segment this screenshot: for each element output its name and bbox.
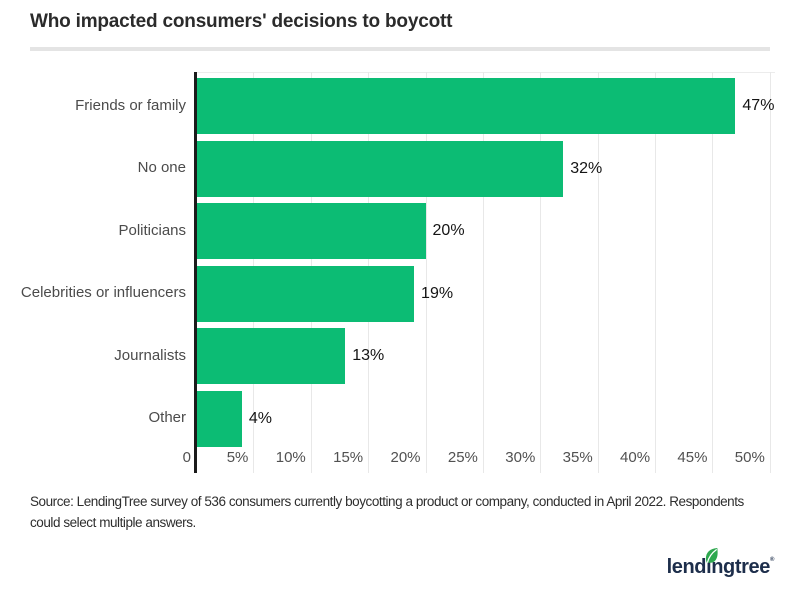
gridline xyxy=(712,72,714,473)
x-tick-label: 10% xyxy=(275,449,306,466)
y-axis-category-labels: Friends or family No one Politicians Celebr… xyxy=(0,72,186,447)
category-label: Celebrities or influencers xyxy=(20,284,186,302)
plot-top-border xyxy=(196,72,775,73)
source-note: Source: LendingTree survey of 536 consum… xyxy=(30,491,780,533)
x-tick-label: 25% xyxy=(447,449,478,466)
bar-value-label: 47% xyxy=(742,97,775,114)
x-tick-label: 0 xyxy=(182,449,191,466)
registered-trademark: ® xyxy=(769,557,774,563)
logo-wordmark: lendingtree® xyxy=(666,548,774,578)
logo-text: lendingtree xyxy=(666,556,771,578)
bar xyxy=(196,203,426,259)
category-label: No one xyxy=(137,159,186,177)
bar xyxy=(196,390,242,447)
x-axis-tick-labels: 0 5% 10% 15% 20% 25% 30% 35% 40% 45% 50% xyxy=(183,449,775,469)
gridline xyxy=(425,72,427,473)
lendingtree-logo: lendingtree® xyxy=(666,548,774,584)
x-tick-label: 30% xyxy=(505,449,536,466)
gridline xyxy=(482,72,484,473)
bar-value-label: 20% xyxy=(432,222,465,239)
plot-area: 47% 32% 20% 19% 13% 4% 0 5% 10% 15% 20% 25% 30% 35% 4… xyxy=(183,72,775,473)
x-tick-label: 50% xyxy=(734,449,765,466)
y-axis-line xyxy=(194,72,197,473)
x-tick-label: 5% xyxy=(226,449,249,466)
source-line: Source: LendingTree survey of 536 consum… xyxy=(30,494,744,509)
bar-row: 20% xyxy=(196,197,775,260)
bar-value-label: 19% xyxy=(421,284,454,302)
bar xyxy=(196,140,564,197)
bar xyxy=(196,265,415,322)
bar-row: 47% xyxy=(196,72,775,135)
category-label: Friends or family xyxy=(75,96,186,114)
bar-row: 4% xyxy=(196,385,775,448)
category-label: Journalists xyxy=(114,346,186,364)
bar xyxy=(196,328,346,384)
gridline xyxy=(769,72,771,473)
bar-value-label: 32% xyxy=(570,159,603,177)
source-line: could select multiple answers. xyxy=(30,515,196,530)
bar-value-label: 13% xyxy=(352,347,385,364)
category-label: Politicians xyxy=(118,221,186,239)
bar-value-label: 4% xyxy=(248,409,273,427)
x-tick-label: 35% xyxy=(562,449,593,466)
leaf-icon xyxy=(705,548,718,563)
category-label: Other xyxy=(148,409,186,427)
x-tick-label: 40% xyxy=(620,449,651,466)
bar-row: 32% xyxy=(196,135,775,198)
bar-row: 19% xyxy=(196,260,775,323)
x-tick-label: 20% xyxy=(390,449,421,466)
gridline xyxy=(655,72,657,473)
gridline xyxy=(597,72,599,473)
gridline xyxy=(540,72,542,473)
bar-series: 47% 32% 20% 19% 13% 4% xyxy=(196,72,775,447)
bar-row: 13% xyxy=(196,322,775,385)
title-divider xyxy=(30,47,770,51)
chart-title: Who impacted consumers' decisions to boy… xyxy=(30,11,453,32)
bar xyxy=(196,78,736,134)
x-tick-label: 45% xyxy=(677,449,708,466)
x-tick-label: 15% xyxy=(333,449,364,466)
